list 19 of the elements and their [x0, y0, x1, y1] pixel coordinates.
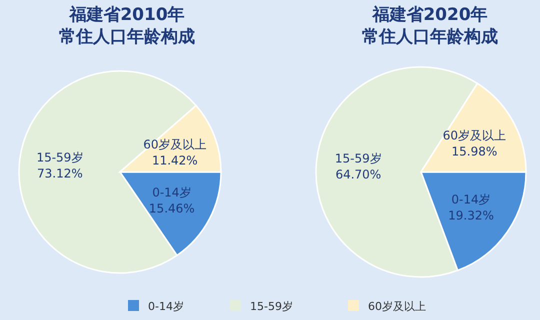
slice-label: 15-59岁	[36, 150, 84, 164]
legend-label: 0-14岁	[148, 300, 184, 313]
chart-subtitle: 常住人口年龄构成	[59, 27, 195, 47]
data-label: 64.70%	[335, 167, 382, 182]
data-label: 15.46%	[148, 201, 195, 216]
chart-subtitle: 常住人口年龄构成	[362, 27, 498, 47]
data-label: 15.98%	[452, 144, 498, 159]
legend-label: 60岁及以上	[368, 300, 426, 313]
data-label: 11.42%	[152, 153, 198, 168]
slice-label: 15-59岁	[334, 151, 382, 166]
data-label: 73.12%	[37, 166, 83, 180]
slice-label: 0-14岁	[451, 192, 491, 207]
data-label: 19.32%	[448, 208, 494, 223]
legend-label: 15-59岁	[250, 300, 293, 313]
chart-title: 福建省2010年	[68, 5, 185, 25]
chart-title: 福建省2020年	[371, 5, 488, 25]
slice-label: 0-14岁	[152, 185, 192, 200]
slice-label: 60岁及以上	[442, 128, 506, 143]
slice-label: 60岁及以上	[143, 137, 206, 152]
